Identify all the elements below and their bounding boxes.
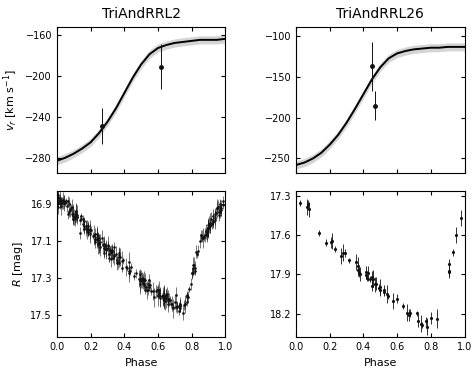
X-axis label: Phase: Phase	[364, 358, 397, 368]
Title: TriAndRRL26: TriAndRRL26	[337, 7, 424, 21]
Title: TriAndRRL2: TriAndRRL2	[101, 7, 181, 21]
Y-axis label: $v_r$ [km s$^{-1}$]: $v_r$ [km s$^{-1}$]	[1, 69, 20, 131]
Y-axis label: $R$ [mag]: $R$ [mag]	[11, 241, 25, 287]
X-axis label: Phase: Phase	[124, 358, 158, 368]
